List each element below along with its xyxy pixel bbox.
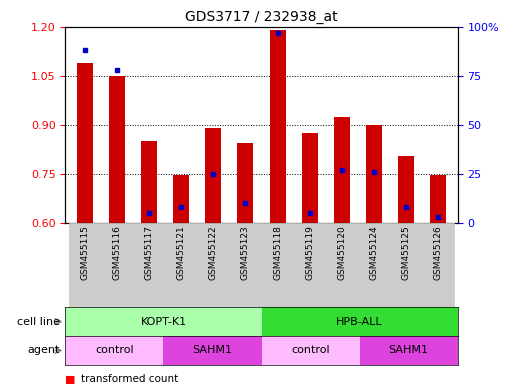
Bar (302, 133, 318, 223)
Bar (262, 223, 293, 307)
Bar (334, 117, 350, 223)
Bar (197, 223, 230, 307)
Bar (77, 63, 93, 223)
Bar (101, 223, 133, 307)
Bar (326, 223, 358, 307)
Text: GSM455122: GSM455122 (209, 225, 218, 280)
Bar (65, 336, 163, 365)
Text: GSM455123: GSM455123 (241, 225, 250, 280)
Bar (109, 76, 125, 223)
Text: cell line: cell line (17, 316, 60, 327)
Text: control: control (291, 345, 330, 356)
Bar (262, 307, 458, 336)
Text: GSM455119: GSM455119 (305, 225, 314, 280)
Bar (360, 336, 458, 365)
Bar (141, 141, 157, 223)
Bar (205, 128, 221, 223)
Bar (69, 223, 101, 307)
Bar (358, 223, 390, 307)
Bar (133, 223, 165, 307)
Title: GDS3717 / 232938_at: GDS3717 / 232938_at (185, 10, 338, 25)
Text: SAHM1: SAHM1 (192, 345, 232, 356)
Bar (398, 156, 414, 223)
Text: KOPT-K1: KOPT-K1 (140, 316, 187, 327)
Text: SAHM1: SAHM1 (389, 345, 428, 356)
Bar (269, 30, 286, 223)
Text: control: control (95, 345, 134, 356)
Text: GSM455121: GSM455121 (177, 225, 186, 280)
Text: GSM455115: GSM455115 (80, 225, 89, 280)
Text: transformed count: transformed count (81, 374, 178, 384)
Bar (422, 223, 454, 307)
Bar (237, 143, 254, 223)
Text: ■: ■ (65, 374, 76, 384)
Text: GSM455116: GSM455116 (112, 225, 121, 280)
Bar (390, 223, 422, 307)
Text: GSM455117: GSM455117 (144, 225, 153, 280)
Text: GSM455120: GSM455120 (337, 225, 346, 280)
Bar (366, 125, 382, 223)
Text: GSM455125: GSM455125 (402, 225, 411, 280)
Text: agent: agent (28, 345, 60, 356)
Bar (163, 336, 262, 365)
Bar (293, 223, 326, 307)
Bar (262, 336, 360, 365)
Text: GSM455118: GSM455118 (273, 225, 282, 280)
Bar (230, 223, 262, 307)
Bar (165, 223, 197, 307)
Text: HPB-ALL: HPB-ALL (336, 316, 383, 327)
Bar (430, 175, 446, 223)
Bar (173, 175, 189, 223)
Text: GSM455126: GSM455126 (434, 225, 443, 280)
Bar (65, 307, 262, 336)
Text: GSM455124: GSM455124 (370, 225, 379, 280)
